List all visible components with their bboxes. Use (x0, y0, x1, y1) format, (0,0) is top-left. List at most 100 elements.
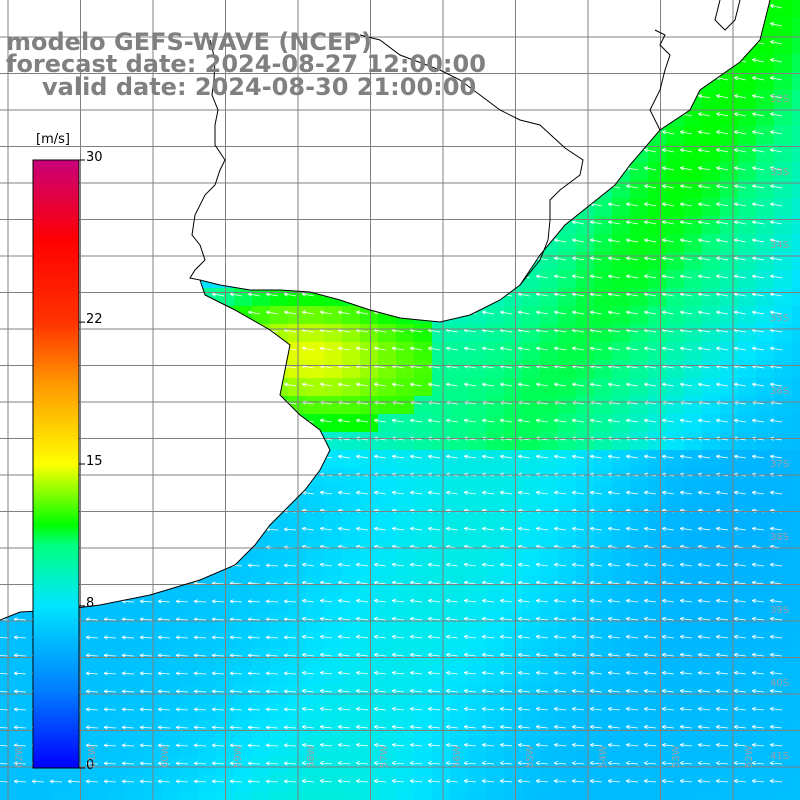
wind-arrow (337, 742, 351, 748)
wind-arrow (607, 418, 621, 423)
wind-arrow (751, 598, 765, 603)
field-cell (378, 126, 397, 145)
wind-arrow (301, 652, 315, 658)
wind-arrow (427, 724, 441, 730)
wind-arrow (445, 761, 459, 766)
field-cell (270, 558, 289, 577)
field-cell (324, 594, 343, 613)
wind-arrow (445, 166, 459, 171)
wind-arrow (373, 220, 387, 225)
wind-arrow (337, 670, 351, 676)
wind-arrow (391, 238, 405, 243)
wind-arrow (733, 688, 747, 694)
field-cell (630, 90, 649, 109)
wind-arrow (697, 310, 711, 315)
wind-arrow (769, 418, 783, 423)
wind-arrow (553, 418, 567, 423)
field-cell (576, 666, 595, 685)
wind-arrow (661, 148, 675, 153)
field-cell (522, 36, 541, 55)
wind-arrow (355, 184, 369, 189)
field-cell (306, 108, 325, 127)
wind-arrow (518, 4, 531, 9)
wind-arrow (679, 742, 693, 748)
field-cell (612, 288, 631, 307)
field-cell (126, 774, 145, 793)
field-cell (504, 126, 523, 145)
wind-arrow (697, 706, 711, 712)
field-cell (774, 342, 793, 361)
field-cell (504, 468, 523, 487)
field-cell (540, 558, 559, 577)
field-cell (738, 144, 757, 163)
wind-arrow (608, 58, 621, 63)
wind-arrow (553, 148, 567, 153)
wind-arrow (194, 22, 207, 27)
field-cell (612, 396, 631, 415)
field-cell (162, 288, 181, 307)
wind-arrow (589, 310, 603, 315)
wind-arrow (481, 670, 495, 676)
wind-arrow (752, 76, 765, 81)
field-cell (108, 288, 127, 307)
field-cell (612, 54, 631, 73)
wind-arrow (337, 184, 351, 189)
wind-arrow (121, 382, 135, 387)
field-cell (270, 252, 289, 271)
field-cell (126, 216, 145, 235)
wind-arrow (374, 112, 387, 117)
wind-arrow (392, 4, 405, 9)
wind-arrow (427, 742, 441, 748)
field-cell (324, 162, 343, 181)
field-cell (594, 252, 613, 271)
field-cell (108, 756, 127, 775)
wind-arrow (733, 418, 747, 423)
field-cell (90, 684, 109, 703)
wind-arrow (769, 688, 783, 694)
wind-arrow (572, 94, 585, 99)
field-cell (468, 126, 487, 145)
wind-arrow (13, 274, 27, 279)
wind-arrow (626, 94, 639, 99)
wind-arrow (175, 148, 189, 153)
field-cell (306, 594, 325, 613)
field-cell (486, 234, 505, 253)
wind-arrow (679, 688, 693, 694)
field-cell (540, 54, 559, 73)
field-cell (468, 414, 487, 433)
field-cell (774, 54, 793, 73)
wind-arrow (553, 616, 567, 621)
wind-arrow (608, 112, 621, 117)
field-cell (720, 126, 739, 145)
field-cell (324, 774, 343, 793)
wind-arrow (139, 310, 153, 315)
wind-arrow (553, 490, 567, 495)
wind-arrow (499, 761, 513, 766)
wind-arrow (266, 112, 279, 117)
wind-arrow (643, 166, 657, 171)
wind-arrow (121, 166, 135, 171)
field-cell (558, 288, 577, 307)
field-cell (648, 774, 667, 793)
field-cell (684, 180, 703, 199)
wind-arrow (445, 202, 459, 207)
field-cell (702, 252, 721, 271)
wind-arrow (247, 563, 261, 568)
field-cell (108, 270, 127, 289)
field-cell (738, 450, 757, 469)
field-cell (774, 720, 793, 739)
field-cell (432, 162, 451, 181)
wind-arrow (661, 761, 675, 766)
wind-arrow (265, 761, 279, 766)
field-cell (162, 684, 181, 703)
field-cell (594, 576, 613, 595)
field-cell (126, 360, 145, 379)
field-cell (324, 0, 343, 19)
field-cell (432, 774, 451, 793)
field-cell (504, 414, 523, 433)
wind-arrow (715, 220, 729, 225)
field-cell (666, 792, 685, 800)
wind-arrow (517, 166, 531, 171)
wind-arrow (554, 40, 567, 45)
wind-arrow (409, 562, 423, 567)
